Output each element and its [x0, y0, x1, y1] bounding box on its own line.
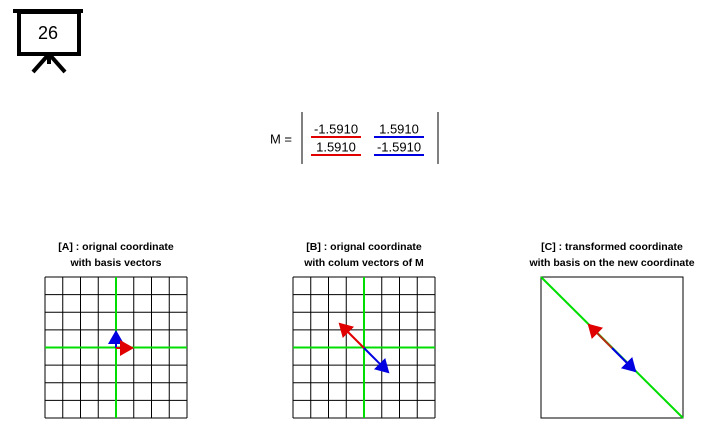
matrix-entry: 1.5910	[316, 139, 356, 154]
panel-title: with colum vectors of M	[303, 257, 424, 269]
matrix-entry: -1.5910	[377, 139, 421, 154]
panel-title: with basis on the new coordinate	[528, 257, 694, 269]
panel-title: [B] : orignal coordinate	[306, 241, 422, 253]
slide-number: 26	[38, 23, 58, 43]
panel-a-vectors	[108, 330, 134, 356]
panel-title: [A] : orignal coordinate	[58, 241, 174, 253]
matrix-entry: -1.5910	[314, 121, 358, 136]
panel-c	[540, 276, 684, 419]
matrix-label: M =	[270, 131, 292, 146]
easel-icon	[13, 9, 83, 74]
grids	[44, 276, 436, 419]
panel-title: [C] : transformed coordinate	[541, 241, 683, 253]
panel-b-vectors	[338, 322, 390, 374]
panel-title: with basis vectors	[69, 257, 161, 269]
matrix-entry: 1.5910	[379, 121, 419, 136]
